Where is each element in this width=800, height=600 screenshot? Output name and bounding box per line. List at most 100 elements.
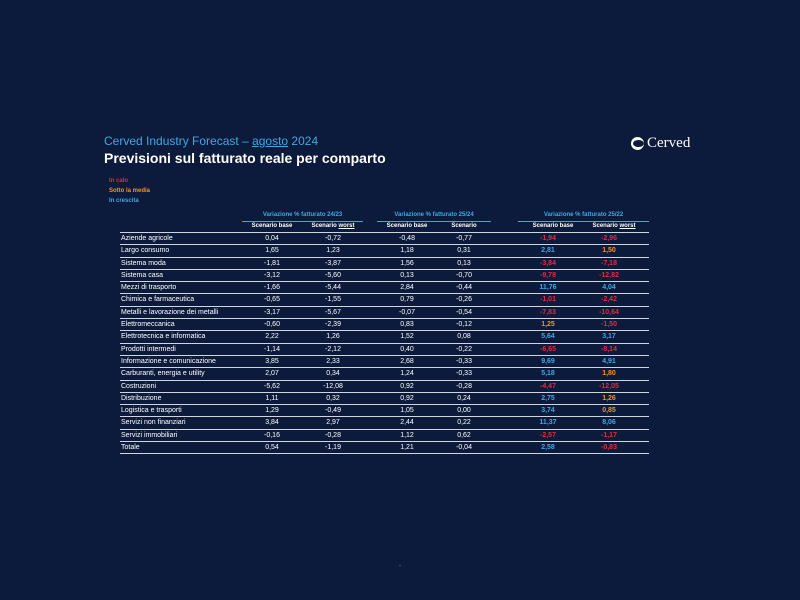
table-cell: -1,14 <box>264 345 280 353</box>
table-cell: -12,82 <box>599 271 619 279</box>
table-cell: 0,13 <box>457 259 471 267</box>
table-cell: 1,52 <box>400 333 414 341</box>
table-cell: -0,77 <box>456 235 472 242</box>
row-label: Aziende agricole <box>121 235 173 242</box>
table-cell: 9,69 <box>541 357 555 365</box>
table-cell: -1,94 <box>540 235 556 242</box>
table-cell: -2,42 <box>601 296 617 304</box>
table-cell: -3,84 <box>540 259 556 267</box>
legend-down: In calo <box>109 178 129 184</box>
table-row: Totale 0,54 -1,19 1,21 -0,04 2,58 -0,83 <box>120 442 649 455</box>
table-cell: -7,18 <box>601 259 617 267</box>
legend-below-average: Sotto la media <box>109 188 151 194</box>
table-cell: 2,84 <box>400 284 414 292</box>
table-cell: -0,26 <box>456 296 472 304</box>
table-cell: 4,04 <box>602 284 616 292</box>
table-row: Distribuzione 1,11 0,32 0,92 0,24 2,75 1,26 <box>120 393 649 406</box>
table-row: Aziende agricole 0,04 -0,72 -0,48 -0,77 -1,94… <box>120 232 649 246</box>
table-cell: -1,50 <box>601 321 617 329</box>
table-cell: 1,65 <box>265 247 279 255</box>
table-cell: -0,28 <box>325 431 341 439</box>
table-cell: -8,14 <box>601 345 617 353</box>
col-header-base-24-23: Scenario base <box>251 223 293 229</box>
group-header-25-24: Variazione % fatturato 25/24 <box>377 211 491 222</box>
cerved-logo-icon <box>631 137 644 150</box>
table-cell: 0,79 <box>400 296 414 304</box>
kicker-prefix: Cerved Industry Forecast – <box>104 134 253 148</box>
table-cell: -0,33 <box>456 357 472 365</box>
table-cell: 5,18 <box>541 370 555 378</box>
footer-mark: - <box>399 563 401 569</box>
table-cell: -0,33 <box>456 370 472 378</box>
table-cell: -0,72 <box>325 235 341 242</box>
table-cell: 0,92 <box>400 382 414 390</box>
table-cell: -0,16 <box>264 431 280 439</box>
table-cell: 0,04 <box>265 235 279 242</box>
table-cell: 0,24 <box>457 394 471 402</box>
col-header-worst-24-23: Scenario worst <box>303 222 363 231</box>
table-cell: -0,54 <box>456 308 472 316</box>
table-cell: -4,47 <box>540 382 556 390</box>
table-cell: 1,12 <box>400 431 414 439</box>
row-label: Chimica e farmaceutica <box>121 296 195 304</box>
table-row: Logistica e trasporti 1,29 -0,49 1,05 0,00 3,… <box>120 405 649 418</box>
kicker-month-link[interactable]: agosto <box>252 134 289 148</box>
table-cell: 0,92 <box>400 394 414 402</box>
row-label: Sistema casa <box>121 271 164 279</box>
table-row: Chimica e farmaceutica -0,65 -1,55 0,79 -0,2… <box>120 294 649 307</box>
table-row: Servizi immobiliari -0,16 -0,28 1,12 0,62 -2,… <box>120 430 649 443</box>
table-cell: 1,23 <box>326 247 340 255</box>
table-cell: 1,25 <box>541 321 555 329</box>
table-cell: -3,12 <box>264 271 280 279</box>
legend-up: In crescita <box>109 198 139 204</box>
table-cell: -2,96 <box>601 235 617 242</box>
col-header-worst-prefix: Scenario <box>592 223 620 229</box>
table-cell: -2,12 <box>325 345 341 353</box>
table-cell: -0,28 <box>456 382 472 390</box>
table-cell: 0,54 <box>265 444 279 452</box>
table-cell: -0,48 <box>399 235 415 242</box>
table-cell: -0,12 <box>456 321 472 329</box>
row-label: Mezzi di trasporto <box>121 284 177 292</box>
table-cell: -1,55 <box>325 296 341 304</box>
col-header-base-25-22: Scenario base <box>532 223 574 229</box>
table-cell: 11,37 <box>539 419 557 427</box>
table-cell: -12,08 <box>323 382 343 390</box>
table-cell: -1,19 <box>325 444 341 452</box>
row-label: Metalli e lavorazione dei metalli <box>121 308 219 316</box>
table-cell: 0,31 <box>457 247 471 255</box>
table-cell: -2,39 <box>325 321 341 329</box>
table-cell: -6,65 <box>540 345 556 353</box>
table-cell: 0,34 <box>326 370 340 378</box>
table-cell: -5,60 <box>325 271 341 279</box>
col-header-worst-25-22: Scenario worst <box>579 222 649 231</box>
table-cell: 2,44 <box>400 419 414 427</box>
col-header-worst-word: worst <box>338 223 355 229</box>
row-label: Servizi immobiliari <box>121 431 178 439</box>
table-cell: 0,22 <box>457 419 471 427</box>
row-label: Elettrotecnica e informatica <box>121 333 206 341</box>
row-label: Sistema moda <box>121 259 166 267</box>
table-cell: -9,78 <box>540 271 556 279</box>
table-cell: 0,32 <box>326 394 340 402</box>
table-cell: -0,65 <box>264 296 280 304</box>
row-label: Largo consumo <box>121 247 170 255</box>
table-cell: 2,22 <box>265 333 279 341</box>
table-cell: 2,68 <box>400 357 414 365</box>
table-row: Elettrotecnica e informatica 2,22 1,26 1,52… <box>120 331 649 344</box>
col-header-base-25-24: Scenario base <box>386 223 428 229</box>
row-label: Carburanti, energia e utility <box>121 370 205 378</box>
table-row: Elettromeccanica -0,60 -2,39 0,83 -0,12 1,25 -… <box>120 319 649 332</box>
col-header-worst-word: worst <box>619 223 636 229</box>
row-label: Prodotti intermedi <box>121 345 176 353</box>
forecast-table: Aziende agricole 0,04 -0,72 -0,48 -0,77 -1,94… <box>120 232 649 455</box>
table-cell: 2,97 <box>326 419 340 427</box>
table-cell: 1,26 <box>602 394 616 402</box>
table-cell: -1,01 <box>540 296 556 304</box>
table-cell: 1,80 <box>602 370 616 378</box>
table-cell: -7,83 <box>540 308 556 316</box>
table-cell: 3,84 <box>265 419 279 427</box>
group-header-24-23: Variazione % fatturato 24/23 <box>242 211 363 222</box>
table-cell: 11,76 <box>539 284 557 292</box>
report-kicker: Cerved Industry Forecast – agosto 2024 <box>104 134 318 148</box>
